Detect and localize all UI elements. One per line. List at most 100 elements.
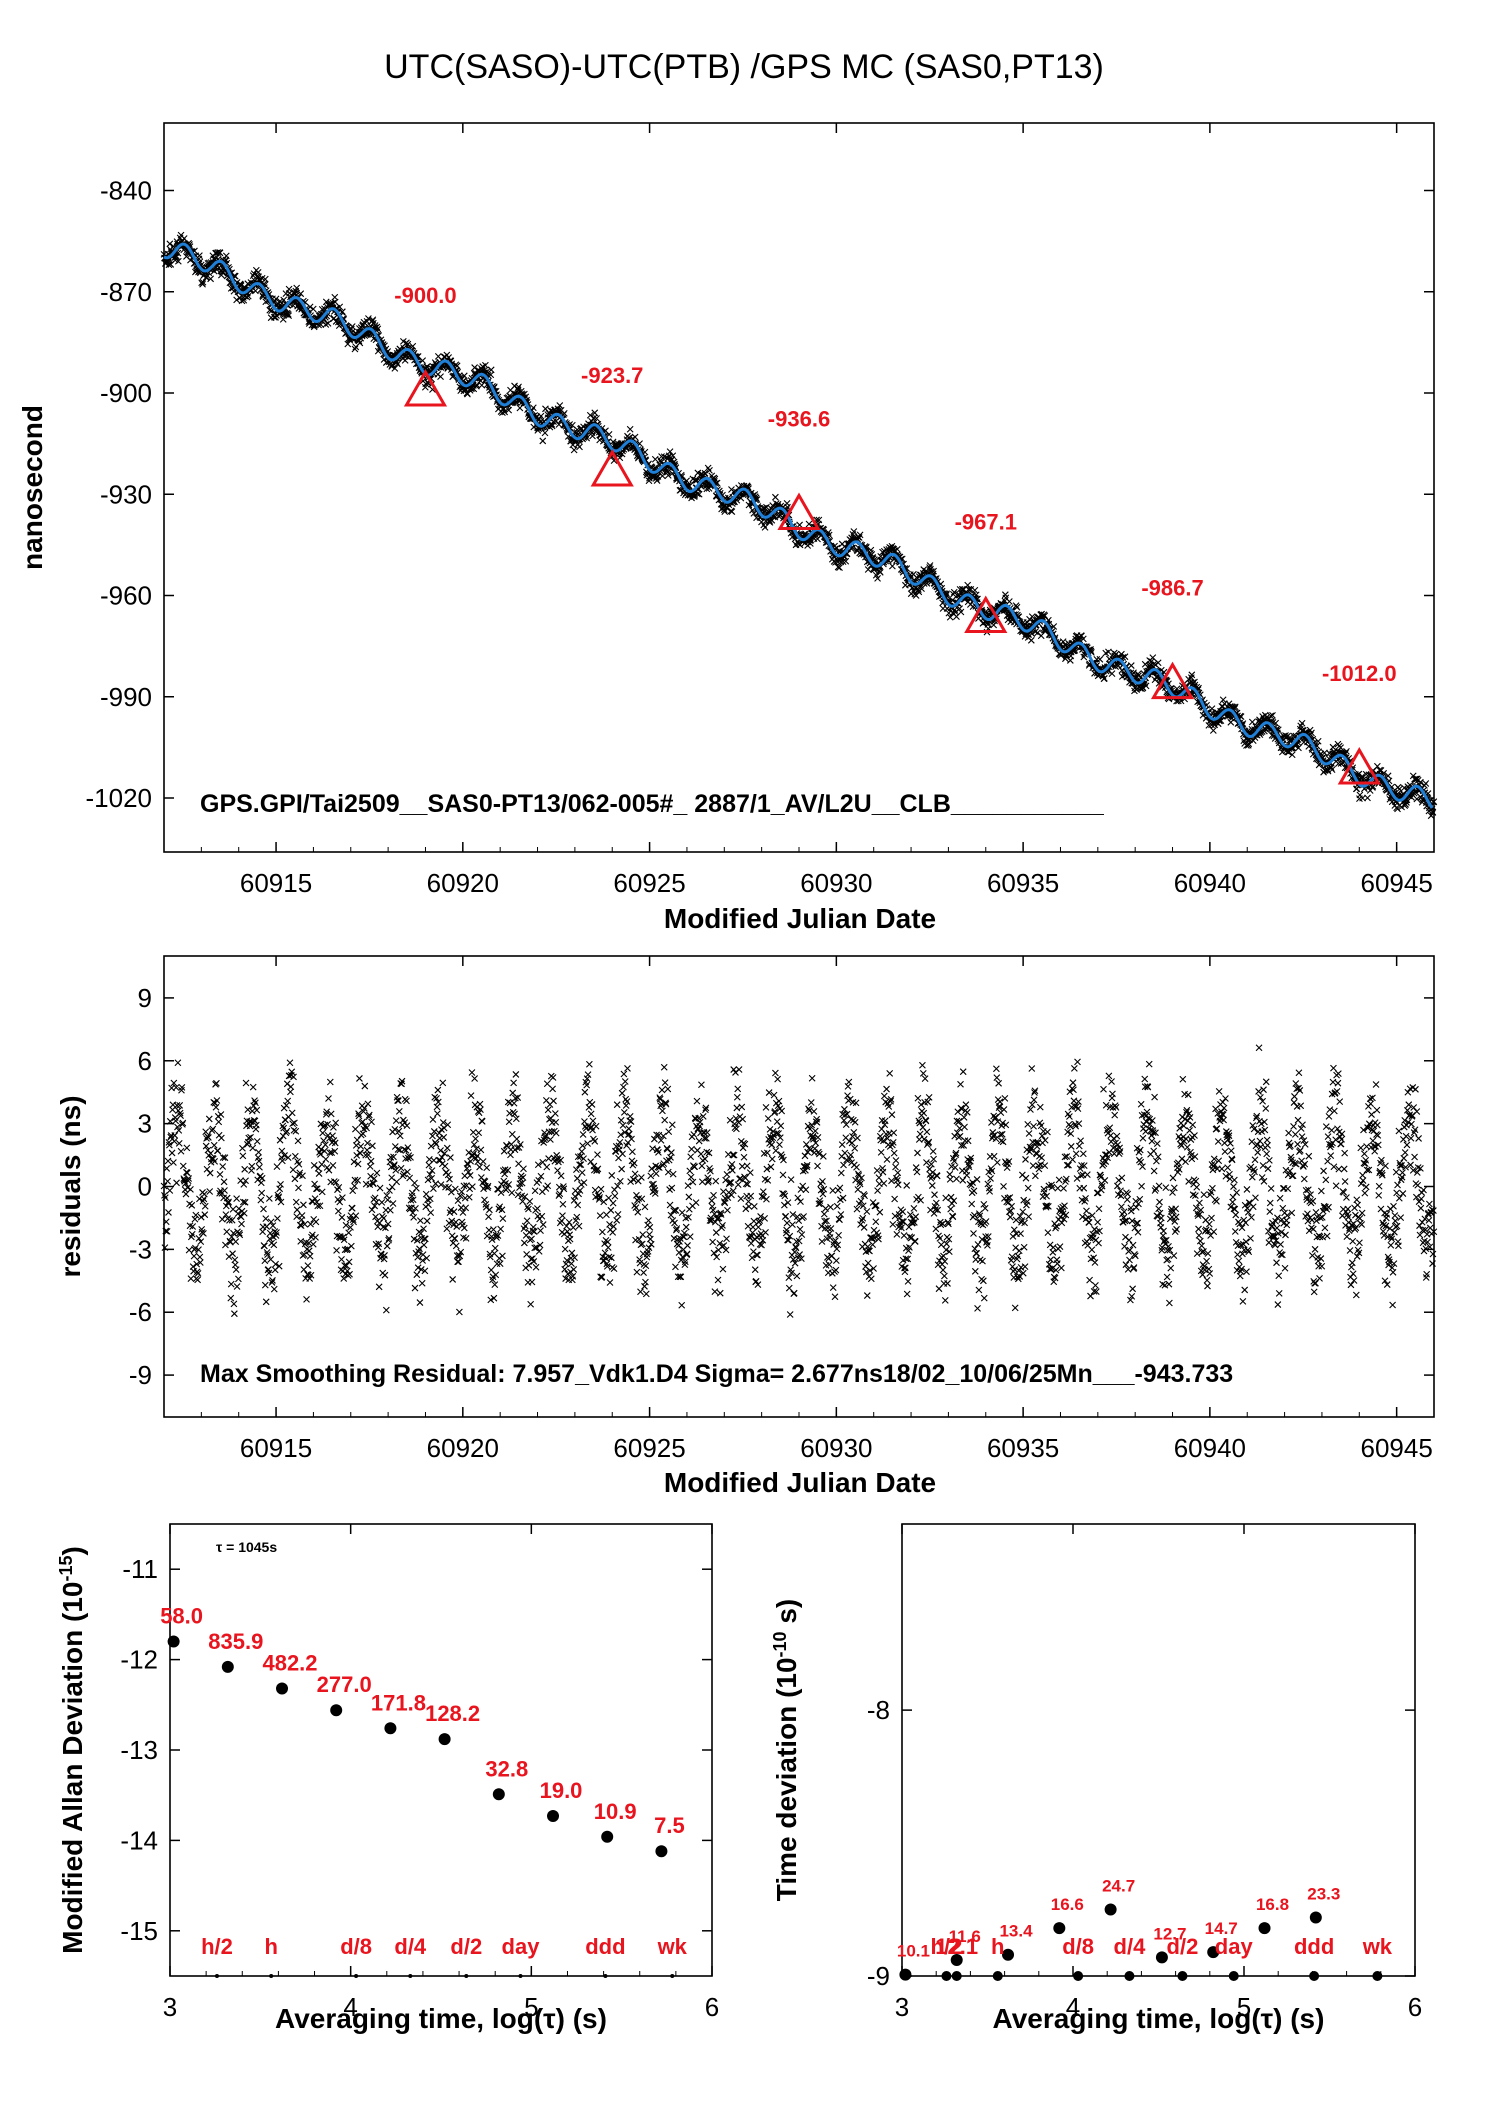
residual-point (312, 1233, 319, 1241)
residual-point (1041, 1162, 1049, 1170)
residual-point (557, 1172, 565, 1180)
residual-point (168, 1149, 176, 1157)
residual-point (584, 1071, 592, 1079)
residual-point (352, 1212, 360, 1220)
residual-point (389, 1200, 397, 1207)
residual-point (580, 1179, 588, 1187)
residual-point (970, 1230, 977, 1237)
data-point (570, 446, 578, 454)
residual-point (347, 1242, 355, 1250)
residual-point (279, 1122, 287, 1130)
residual-point (596, 1212, 604, 1220)
residual-point (775, 1097, 783, 1105)
residual-point (227, 1294, 235, 1302)
residual-point (353, 1136, 361, 1144)
residual-point (306, 1252, 314, 1260)
data-point (203, 273, 210, 281)
chart-title: UTC(SASO)-UTC(PTB) /GPS MC (SAS0,PT13) (384, 48, 1104, 86)
data-point (306, 303, 314, 311)
y-tick-label: 9 (138, 983, 152, 1013)
residual-point (660, 1063, 668, 1071)
residual-point (883, 1085, 890, 1093)
data-point (516, 404, 524, 412)
data-point (515, 383, 522, 391)
residual-point (697, 1150, 705, 1158)
residual-point (613, 1216, 621, 1224)
data-point (1127, 662, 1135, 669)
data-point (836, 564, 843, 572)
residual-point (317, 1120, 325, 1128)
residual-point (960, 1113, 968, 1121)
residual-point (629, 1148, 636, 1156)
y-tick-label: -1020 (86, 783, 153, 813)
residual-point (479, 1158, 487, 1165)
residual-point (491, 1244, 499, 1252)
marker-triangle (403, 368, 448, 407)
residual-point (640, 1269, 648, 1276)
residual-point (695, 1137, 703, 1145)
residual-point (979, 1257, 986, 1265)
residual-point (879, 1168, 887, 1176)
residual-point (1006, 1213, 1014, 1221)
residual-point (270, 1241, 278, 1249)
data-point (214, 249, 222, 256)
residual-point (936, 1235, 944, 1242)
residual-point (253, 1106, 261, 1114)
residual-point (738, 1103, 746, 1111)
residual-point (808, 1074, 816, 1082)
residual-point (678, 1209, 686, 1216)
residual-point (647, 1240, 655, 1248)
residual-point (863, 1292, 871, 1299)
residual-point (845, 1078, 853, 1086)
residual-point (525, 1261, 533, 1269)
residual-point (768, 1155, 776, 1163)
data-point (199, 278, 207, 286)
x-tick-label: 60915 (240, 868, 312, 898)
residual-point (290, 1073, 297, 1081)
data-point (805, 520, 813, 528)
residual-point (589, 1117, 597, 1125)
residual-point (873, 1167, 881, 1174)
residual-point (289, 1166, 297, 1174)
residual-point (712, 1177, 720, 1185)
data-point (685, 482, 693, 490)
data-point (1108, 670, 1116, 677)
residual-point (265, 1195, 273, 1202)
residual-point (232, 1238, 240, 1245)
residual-point (789, 1221, 796, 1228)
residual-point (903, 1290, 911, 1298)
data-point (772, 493, 779, 501)
residual-point (220, 1178, 228, 1186)
residual-point (229, 1250, 236, 1258)
data-point (631, 433, 639, 441)
x-axis-label: Modified Julian Date (664, 903, 936, 934)
residual-point (642, 1278, 649, 1286)
residual-point (334, 1207, 342, 1215)
residual-point (1028, 1065, 1036, 1072)
data-point (651, 455, 659, 463)
residual-point (549, 1085, 557, 1093)
residual-point (291, 1152, 299, 1160)
data-point (473, 382, 480, 390)
data-point (318, 306, 326, 313)
residual-point (611, 1192, 619, 1200)
residual-point (742, 1205, 750, 1213)
residual-point (714, 1276, 722, 1284)
residual-point (698, 1178, 706, 1186)
residual-point (591, 1137, 599, 1145)
residual-point (961, 1137, 969, 1144)
residual-point (840, 1161, 847, 1169)
residual-point (827, 1203, 834, 1211)
residual-point (325, 1095, 332, 1102)
residual-point (207, 1149, 215, 1157)
residual-point (613, 1101, 621, 1109)
marker-label: -986.7 (1141, 576, 1203, 601)
residual-point (880, 1092, 888, 1100)
residual-point (979, 1277, 987, 1285)
residual-point (1024, 1121, 1032, 1128)
residual-point (392, 1117, 400, 1125)
residual-point (912, 1213, 920, 1221)
residual-point (274, 1215, 281, 1222)
residual-point (1009, 1233, 1017, 1240)
residual-point (312, 1218, 320, 1226)
